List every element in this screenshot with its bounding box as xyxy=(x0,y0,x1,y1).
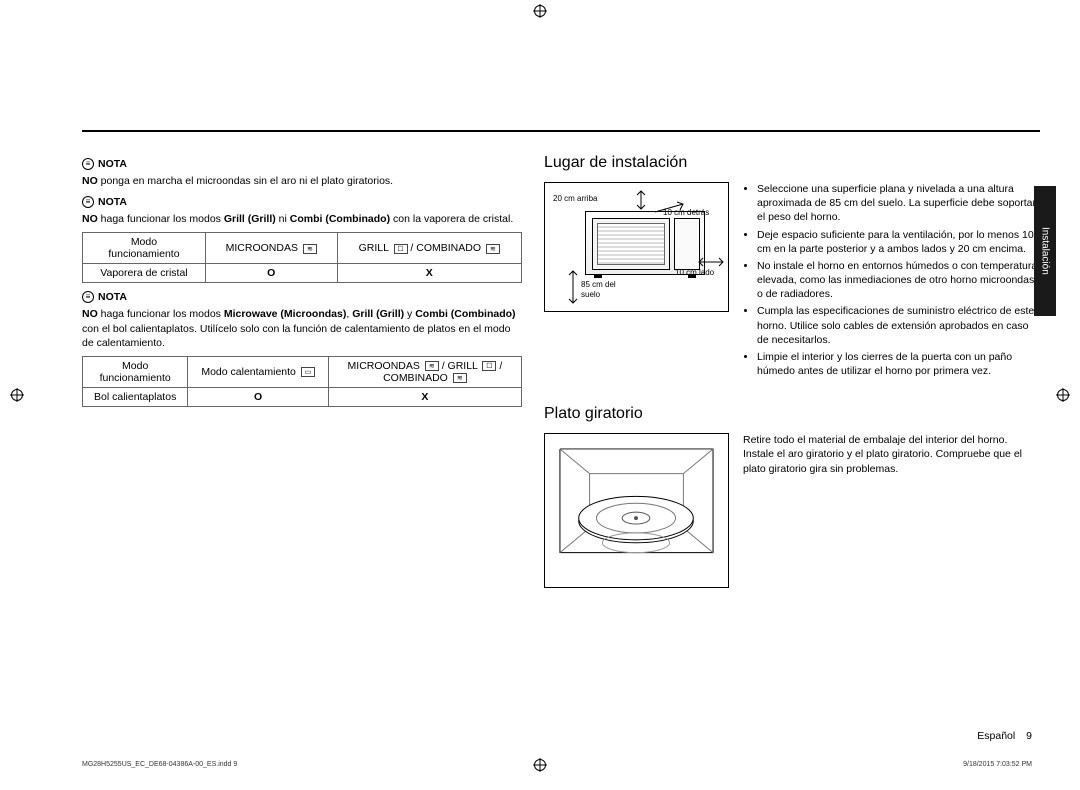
turntable-drawing-icon xyxy=(555,444,718,577)
install-row: 20 cm arriba 10 cm detrás 10 cm lado xyxy=(544,182,1040,381)
label-top: 20 cm arriba xyxy=(553,195,597,204)
footer-timestamp: 9/18/2015 7:03:52 PM xyxy=(963,761,1032,768)
note1-bold: NO xyxy=(82,175,98,187)
cell-o: O xyxy=(205,264,337,283)
nota-label-2: ≡ NOTA xyxy=(82,196,522,208)
table-vaporera: Modo funcionamiento MICROONDAS ≋ GRILL ☐… xyxy=(82,232,522,283)
cell-x: X xyxy=(328,387,521,406)
cell-vaporera: Vaporera de cristal xyxy=(83,264,206,283)
table-bol: Modo funcionamiento Modo calentamiento ▭… xyxy=(82,356,522,407)
table-row: Vaporera de cristal O X xyxy=(83,264,522,283)
arrow-floor-icon xyxy=(567,269,579,305)
grill-icon: ☐ xyxy=(394,244,408,254)
nota-label-3: ≡ NOTA xyxy=(82,291,522,303)
side-tab-instalacion: Instalación xyxy=(1034,186,1056,316)
cell-mode-label: Modo funcionamiento xyxy=(83,356,188,387)
microwave-glass-icon xyxy=(597,223,665,265)
foot-icon xyxy=(594,275,602,278)
turntable-figure xyxy=(544,433,729,588)
install-figure: 20 cm arriba 10 cm detrás 10 cm lado xyxy=(544,182,729,312)
cell-grill-combi: GRILL ☐ / COMBINADO ≋ xyxy=(337,233,521,264)
footer-language: Español 9 xyxy=(977,730,1032,742)
turntable-text: Retire todo el material de embalaje del … xyxy=(743,433,1040,588)
list-item: No instale el horno en entornos húmedos … xyxy=(757,259,1040,302)
note-icon: ≡ xyxy=(82,196,94,208)
table-row: Modo funcionamiento Modo calentamiento ▭… xyxy=(83,356,522,387)
turntable-paragraph: Retire todo el material de embalaje del … xyxy=(743,433,1040,476)
nota-label-1: ≡ NOTA xyxy=(82,158,522,170)
combi-icon: ≋ xyxy=(453,373,467,383)
nota-text: NOTA xyxy=(98,196,127,208)
cell-calentamiento: Modo calentamiento ▭ xyxy=(188,356,328,387)
list-item: Seleccione una superficie plana y nivela… xyxy=(757,182,1040,225)
install-bullets: Seleccione una superficie plana y nivela… xyxy=(743,182,1040,381)
note-icon: ≡ xyxy=(82,291,94,303)
arrow-side-icon xyxy=(697,257,725,267)
grill-icon: ☐ xyxy=(482,361,496,371)
microwave-icon: ≋ xyxy=(303,244,317,254)
table-row: Modo funcionamiento MICROONDAS ≋ GRILL ☐… xyxy=(83,233,522,264)
reg-mark-top xyxy=(533,4,547,18)
cell-x: X xyxy=(337,264,521,283)
label-floor2: suelo xyxy=(581,291,600,300)
table-row: Bol calientaplatos O X xyxy=(83,387,522,406)
turntable-heading: Plato giratorio xyxy=(544,405,1040,423)
footer-lang-text: Español xyxy=(977,730,1015,742)
page-content: ≡ NOTA NO ponga en marcha el microondas … xyxy=(82,20,1040,770)
note1-text: NO ponga en marcha el microondas sin el … xyxy=(82,174,522,188)
list-item: Deje espacio suficiente para la ventilac… xyxy=(757,228,1040,256)
reg-mark-left xyxy=(10,388,24,402)
left-column: ≡ NOTA NO ponga en marcha el microondas … xyxy=(82,150,522,588)
reg-mark-right xyxy=(1056,388,1070,402)
list-item: Cumpla las especificaciones de suministr… xyxy=(757,304,1040,347)
combi-icon: ≋ xyxy=(486,244,500,254)
cell-microondas: MICROONDAS ≋ xyxy=(205,233,337,264)
note3-text: NO haga funcionar los modos Microwave (M… xyxy=(82,307,522,350)
footer-page-number: 9 xyxy=(1026,730,1032,742)
right-column: Lugar de instalación xyxy=(544,150,1040,588)
cell-mode-label: Modo funcionamiento xyxy=(83,233,206,264)
nota-text: NOTA xyxy=(98,291,127,303)
note2-bold: NO xyxy=(82,213,98,225)
top-rule xyxy=(82,130,1040,132)
label-floor1: 85 cm del xyxy=(581,281,616,290)
cell-bol: Bol calientaplatos xyxy=(83,387,188,406)
list-item: Limpie el interior y los cierres de la p… xyxy=(757,350,1040,378)
install-heading: Lugar de instalación xyxy=(544,154,1040,172)
cell-o: O xyxy=(188,387,328,406)
columns: ≡ NOTA NO ponga en marcha el microondas … xyxy=(82,150,1040,588)
note2-text: NO haga funcionar los modos Grill (Grill… xyxy=(82,212,522,226)
note-icon: ≡ xyxy=(82,158,94,170)
cell-mw-grill-combi: MICROONDAS ≋ / GRILL ☐ / COMBINADO ≋ xyxy=(328,356,521,387)
heat-icon: ▭ xyxy=(301,367,315,377)
microwave-door-icon xyxy=(592,218,670,270)
nota-text: NOTA xyxy=(98,158,127,170)
label-back: 10 cm detrás xyxy=(663,209,709,218)
note1-rest: ponga en marcha el microondas sin el aro… xyxy=(98,175,393,187)
arrow-up-icon xyxy=(635,189,647,211)
turntable-row: Retire todo el material de embalaje del … xyxy=(544,433,1040,588)
microwave-icon: ≋ xyxy=(425,361,439,371)
label-side: 10 cm lado xyxy=(675,269,714,278)
footer-filename: MG28H5255US_EC_DE68-04386A-00_ES.indd 9 xyxy=(82,761,237,768)
microwave-body-icon xyxy=(585,211,705,275)
